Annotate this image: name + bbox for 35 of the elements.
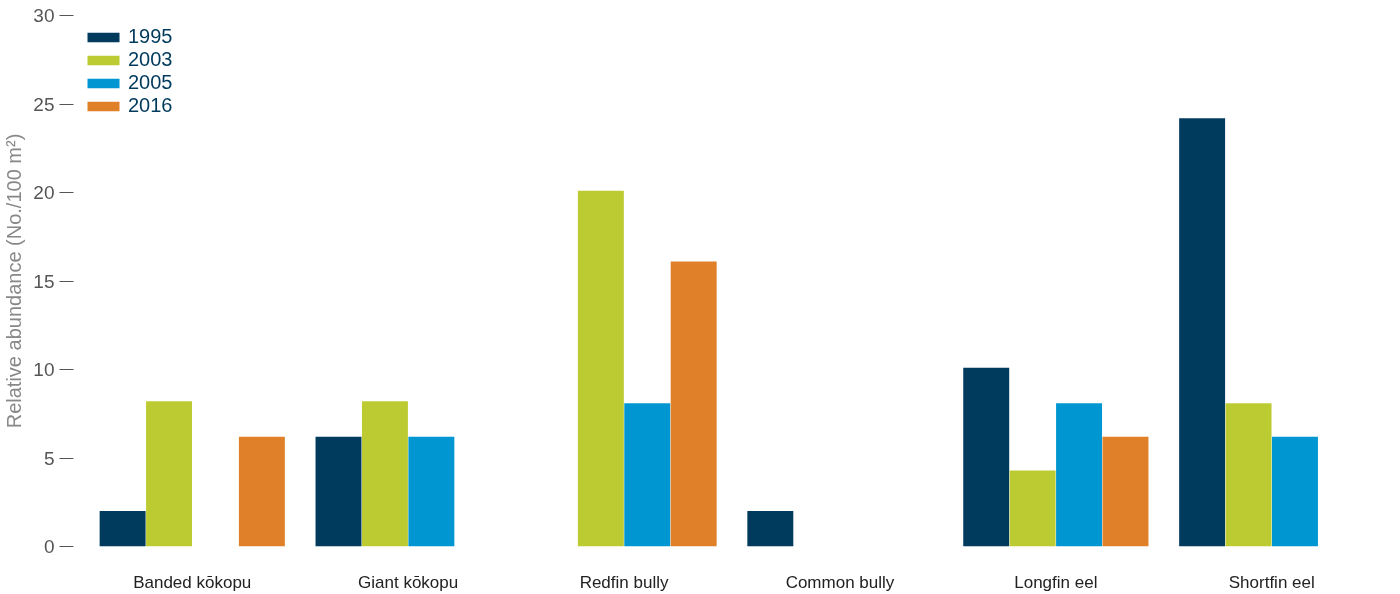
x-tick-label: Giant kōkopu bbox=[358, 572, 459, 592]
bar bbox=[1056, 403, 1103, 547]
bar bbox=[624, 403, 671, 547]
bar bbox=[146, 401, 193, 547]
bar bbox=[1102, 436, 1149, 547]
x-tick-label: Shortfin eel bbox=[1228, 572, 1315, 592]
bar bbox=[315, 436, 362, 547]
x-tick-label: Redfin bully bbox=[579, 572, 669, 592]
bar bbox=[361, 401, 408, 547]
y-tick-label: 20 bbox=[33, 182, 55, 203]
bar bbox=[1009, 470, 1056, 547]
x-tick-label: Common bully bbox=[785, 572, 895, 592]
legend-label: 2005 bbox=[128, 71, 173, 94]
y-tick-label: 10 bbox=[33, 359, 55, 380]
y-tick-label: 25 bbox=[33, 93, 55, 115]
bar bbox=[238, 436, 285, 547]
x-tick-label: Banded kōkopu bbox=[133, 572, 252, 592]
y-tick-label: 5 bbox=[43, 447, 55, 469]
bar bbox=[963, 367, 1010, 547]
bar bbox=[670, 261, 717, 547]
bar bbox=[577, 190, 624, 547]
y-axis-title: Relative abundance (No./100 m²) bbox=[3, 133, 26, 429]
legend-label: 2003 bbox=[128, 48, 173, 71]
bar bbox=[1225, 403, 1272, 547]
y-tick-label: 30 bbox=[33, 5, 55, 26]
y-tick-label: 15 bbox=[33, 270, 55, 292]
legend-label: 1995 bbox=[128, 25, 173, 48]
legend-label: 2016 bbox=[128, 94, 173, 117]
bar bbox=[747, 511, 794, 547]
bar bbox=[1179, 118, 1226, 547]
bar bbox=[99, 511, 146, 547]
y-tick-label: 0 bbox=[43, 536, 55, 557]
bar bbox=[408, 436, 455, 547]
bar bbox=[1271, 436, 1318, 547]
x-tick-label: Longfin eel bbox=[1014, 572, 1098, 592]
